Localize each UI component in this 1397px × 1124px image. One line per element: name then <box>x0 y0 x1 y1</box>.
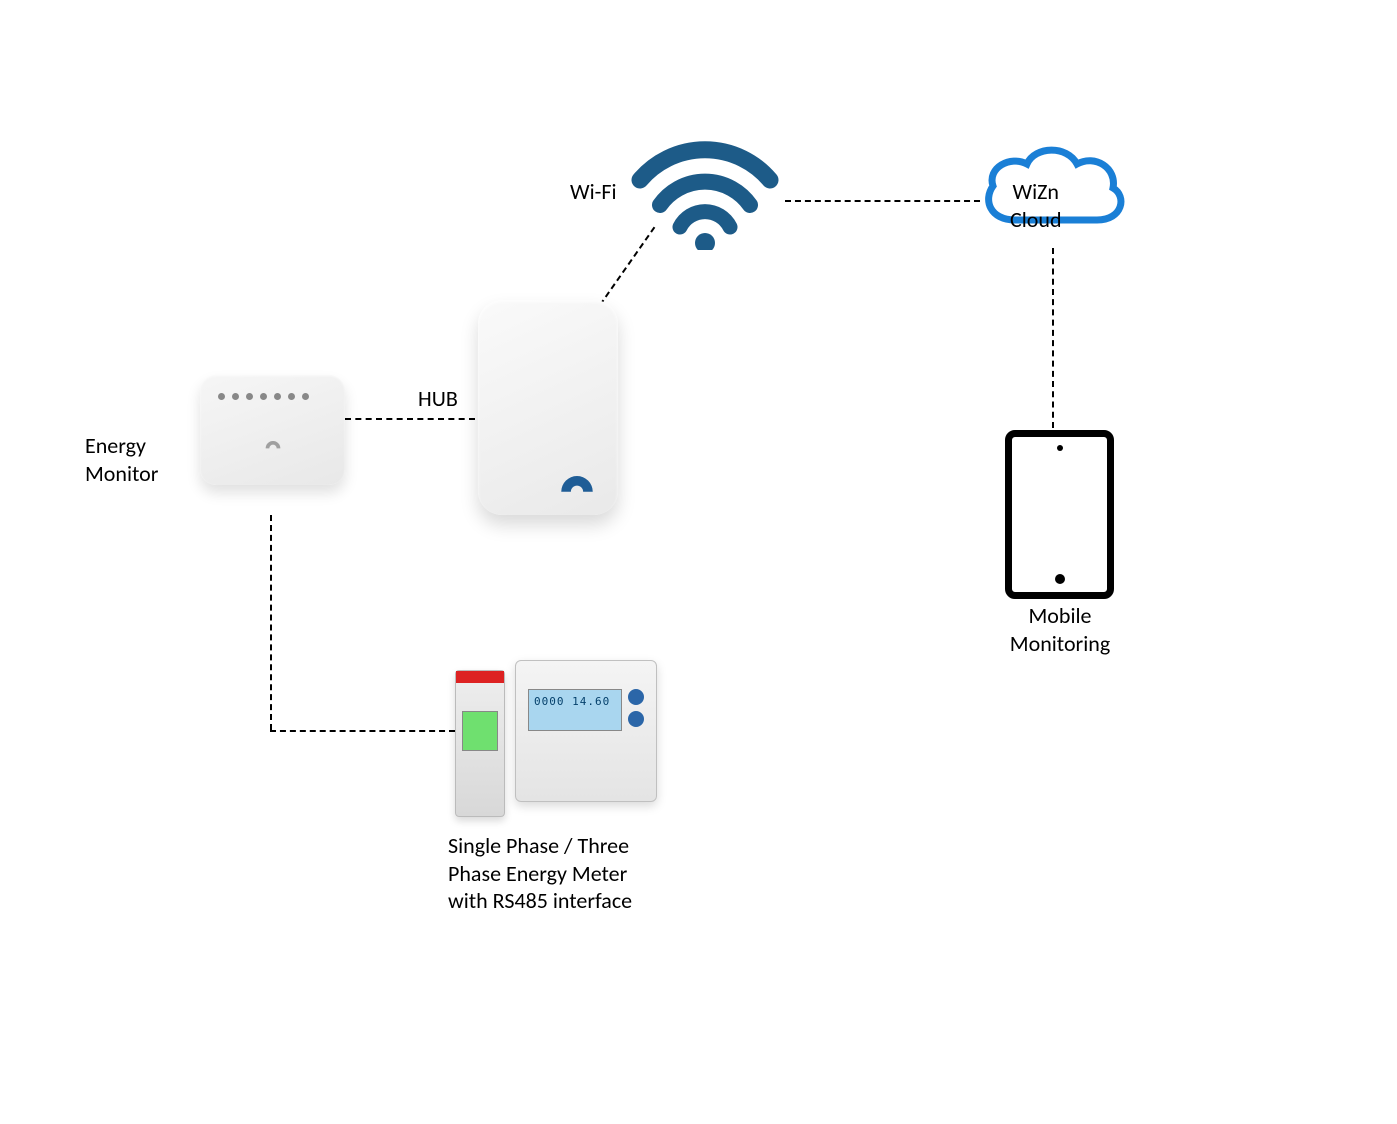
meter-label: Single Phase / ThreePhase Energy Meterwi… <box>448 832 678 915</box>
energy-monitor-label: EnergyMonitor <box>85 432 158 487</box>
meter-readout: 0000 14.60 <box>534 695 610 708</box>
edge-monitor-meter-v <box>270 515 272 730</box>
edge-monitor-hub <box>345 418 475 420</box>
meter-lcd-icon <box>462 711 498 751</box>
energy-meter-device: 0000 14.60 <box>455 660 675 820</box>
energy-monitor-body <box>200 375 345 485</box>
brand-logo-icon <box>556 455 598 497</box>
edge-cloud-phone <box>1052 248 1054 428</box>
phone-earpiece-icon <box>1057 445 1063 451</box>
single-phase-meter <box>455 670 505 817</box>
edge-monitor-meter-h <box>270 730 455 732</box>
wifi-label: Wi-Fi <box>570 178 617 206</box>
energy-monitor-device <box>200 375 345 505</box>
phone-label: MobileMonitoring <box>995 602 1125 657</box>
meter-buttons <box>628 689 648 727</box>
diagram-canvas: EnergyMonitor HUB Wi-Fi WiZnCloud Mobile… <box>0 0 1397 1124</box>
energy-monitor-ports <box>218 393 309 400</box>
three-phase-meter: 0000 14.60 <box>515 660 657 802</box>
edge-wifi-cloud <box>785 200 980 202</box>
cloud-label: WiZnCloud <box>1010 178 1062 233</box>
phone-device <box>1005 430 1114 599</box>
hub-device <box>478 300 618 520</box>
hub-body <box>478 300 618 515</box>
hub-label: HUB <box>418 385 458 413</box>
meter-top-strip <box>456 671 504 683</box>
brand-logo-icon <box>262 430 284 452</box>
phone-home-icon <box>1055 574 1065 584</box>
wifi-icon <box>630 135 780 250</box>
